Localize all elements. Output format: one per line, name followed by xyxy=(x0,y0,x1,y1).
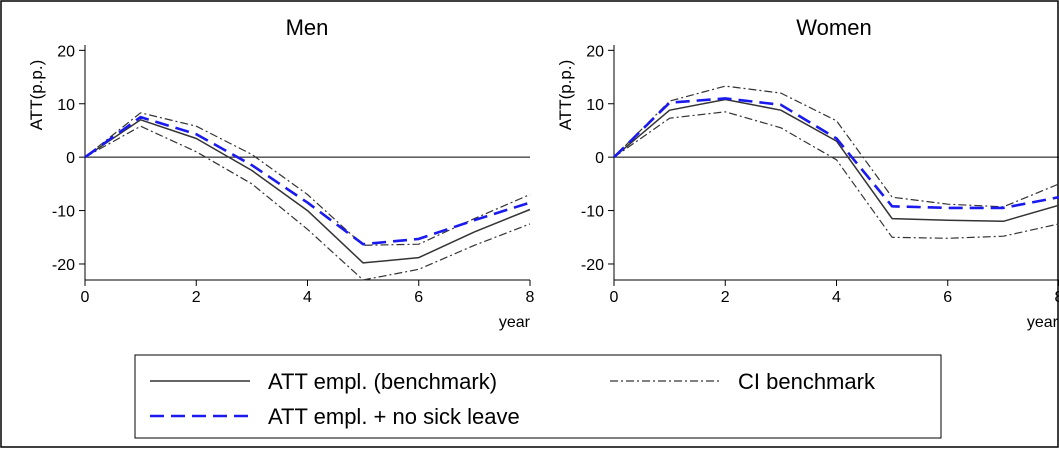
x-tick-label: 0 xyxy=(610,289,619,306)
panel-title: Men xyxy=(286,15,329,40)
y-tick-label: 10 xyxy=(57,97,75,114)
y-tick-label: 20 xyxy=(57,43,75,60)
legend-box xyxy=(134,354,942,439)
y-tick-label: 0 xyxy=(595,150,604,167)
y-tick-label: 20 xyxy=(586,43,604,60)
x-axis-label: year xyxy=(1027,314,1059,331)
y-tick-label: -20 xyxy=(581,257,604,274)
panel-women: Women -20 -10 0 10 20 0 2 4 6 8 ATT(p.p.) year xyxy=(556,15,1059,331)
x-tick-label: 2 xyxy=(721,289,730,306)
series-line-dashdot xyxy=(613,111,1059,239)
series-line-solid xyxy=(613,98,1059,223)
x-tick-label: 8 xyxy=(1055,289,1059,306)
y-tick-label: -10 xyxy=(581,204,604,221)
series-line-dashdot xyxy=(84,112,531,246)
y-tick-label: 10 xyxy=(586,97,604,114)
y-tick-label: -10 xyxy=(52,204,75,221)
x-tick-label: 6 xyxy=(414,289,423,306)
series-line-dashdot xyxy=(84,125,531,281)
legend-label: ATT empl. (benchmark) xyxy=(268,369,497,394)
legend-label: CI benchmark xyxy=(738,369,876,394)
series-line-dashdot xyxy=(613,85,1059,208)
x-tick-label: 4 xyxy=(303,289,312,306)
x-tick-label: 4 xyxy=(832,289,841,306)
series-line-dashed xyxy=(84,115,531,246)
legend: ATT empl. (benchmark) CI benchmark ATT emp… xyxy=(134,354,942,439)
legend-label: ATT empl. + no sick leave xyxy=(268,404,520,429)
y-tick-label: 0 xyxy=(66,150,75,167)
panel-men: Men -20 -10 0 10 20 0 2 4 6 8 ATT(p.p.) year xyxy=(27,15,535,331)
y-tick-label: -20 xyxy=(52,257,75,274)
panel-title: Women xyxy=(796,15,871,40)
y-axis-label: ATT(p.p.) xyxy=(27,60,46,131)
x-tick-label: 6 xyxy=(943,289,952,306)
series-line-solid xyxy=(84,119,531,264)
y-axis-label: ATT(p.p.) xyxy=(556,60,575,131)
x-tick-label: 8 xyxy=(526,289,535,306)
x-tick-label: 2 xyxy=(192,289,201,306)
x-axis-label: year xyxy=(499,314,531,331)
series-line-dashed xyxy=(613,97,1059,210)
x-tick-label: 0 xyxy=(81,289,90,306)
